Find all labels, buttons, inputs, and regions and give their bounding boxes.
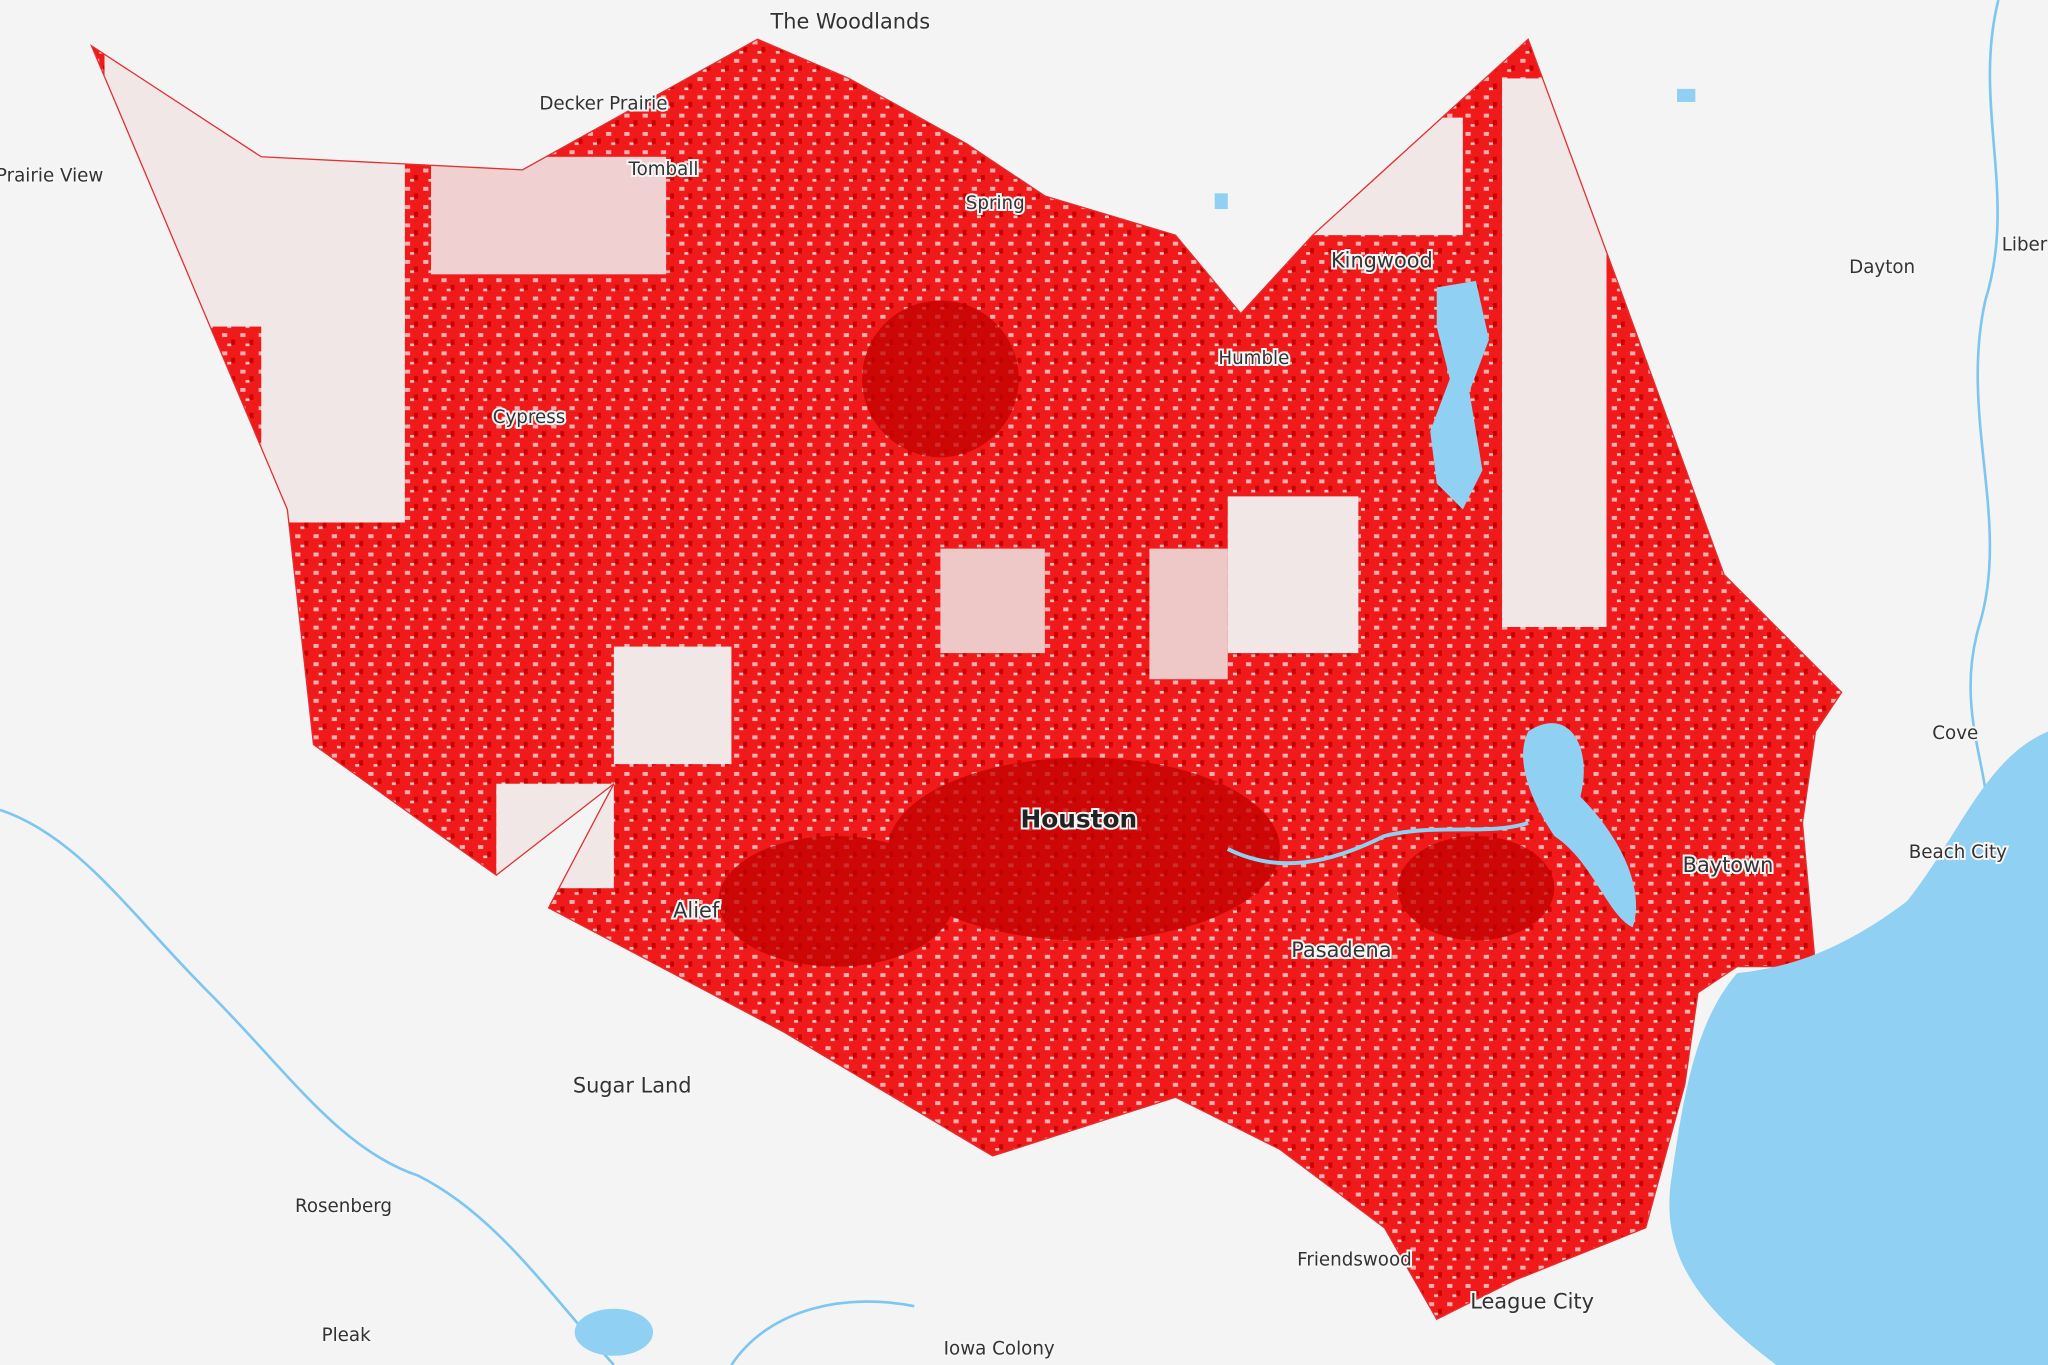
dense-risk	[718, 300, 1555, 967]
place-label: Alief	[673, 899, 720, 923]
place-label: Pleak	[322, 1325, 372, 1346]
place-label: Cove	[1932, 723, 1978, 744]
place-label: Spring	[966, 193, 1025, 214]
rivers	[0, 0, 2000, 1365]
place-label: Humble	[1218, 348, 1289, 369]
place-label: Baytown	[1683, 853, 1774, 877]
place-label: Liber	[2002, 235, 2048, 256]
place-label: Houston	[1020, 804, 1137, 833]
water	[574, 88, 2048, 1365]
place-label: Sugar Land	[573, 1074, 692, 1098]
place-label: Beach City	[1909, 842, 2007, 863]
place-label: League City	[1470, 1289, 1594, 1313]
place-label: Decker Prairie	[539, 94, 667, 115]
place-label: Kingwood	[1331, 248, 1433, 272]
place-label: The Woodlands	[769, 9, 930, 33]
place-label: Tomball	[628, 159, 699, 180]
place-label: Cypress	[493, 407, 566, 428]
place-label: Rosenberg	[295, 1196, 392, 1217]
place-labels: The Woodlands Decker Prairie Prairie Vie…	[0, 7, 2048, 1361]
place-label: Iowa Colony	[944, 1338, 1055, 1359]
place-label: Dayton	[1849, 257, 1915, 278]
place-label: Prairie View	[0, 165, 103, 186]
place-label: Friendswood	[1297, 1249, 1412, 1270]
place-label: Pasadena	[1291, 938, 1391, 962]
